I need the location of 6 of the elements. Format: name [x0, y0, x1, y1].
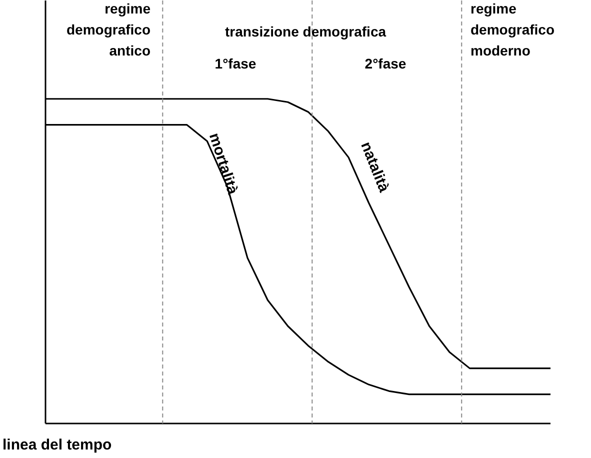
text: regime demografico moderno [470, 0, 555, 58]
text: transizione demografica [224, 24, 386, 40]
text: regime demografico antico [66, 0, 151, 58]
text: 2°fase [364, 56, 406, 72]
text: 1°fase [214, 56, 256, 72]
x-axis-title: linea del tempo [2, 436, 112, 454]
